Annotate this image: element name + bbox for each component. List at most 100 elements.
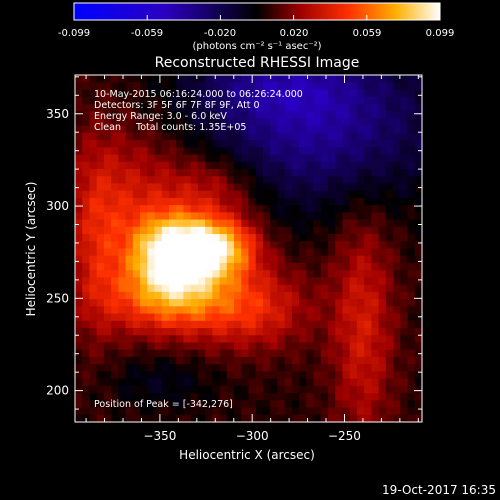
heatmap-cell: [364, 306, 372, 315]
heatmap-cell: [241, 234, 250, 242]
heatmap-cell: [291, 299, 300, 307]
heatmap-cell: [364, 335, 372, 344]
heatmap-cell: [291, 205, 300, 213]
heatmap-cell: [320, 161, 329, 170]
heatmap-cell: [82, 378, 91, 387]
heatmap-cell: [306, 183, 315, 192]
heatmap-cell: [385, 219, 394, 228]
heatmap-cell: [147, 371, 156, 380]
heatmap-cell: [154, 356, 163, 365]
heatmap-cell: [82, 270, 91, 279]
heatmap-cell: [219, 342, 228, 351]
heatmap-cell: [212, 393, 221, 401]
heatmap-cell: [400, 118, 409, 127]
heatmap-cell: [335, 371, 344, 380]
heatmap-cell: [320, 393, 329, 401]
heatmap-cell: [75, 205, 83, 213]
heatmap-cell: [356, 291, 365, 300]
heatmap-cell: [154, 118, 163, 127]
heatmap-cell: [241, 407, 250, 416]
heatmap-cell: [89, 313, 98, 322]
heatmap-cell: [197, 313, 206, 322]
heatmap-cell: [335, 82, 344, 91]
heatmap-cell: [140, 241, 148, 250]
heatmap-cell: [234, 284, 242, 293]
heatmap-cell: [111, 125, 119, 134]
heatmap-cell: [306, 299, 315, 307]
heatmap-cell: [161, 255, 170, 264]
colorbar-tick-label: -0.099: [58, 28, 90, 39]
heatmap-cell: [219, 306, 228, 315]
heatmap-cell: [277, 168, 286, 177]
heatmap-cell: [190, 313, 199, 322]
heatmap-cell: [161, 306, 170, 315]
heatmap-cell: [161, 378, 170, 387]
heatmap-cell: [219, 111, 228, 119]
heatmap-cell: [255, 342, 264, 351]
heatmap-cell: [306, 291, 315, 300]
heatmap-cell: [125, 125, 134, 134]
heatmap-cell: [400, 125, 409, 134]
heatmap-cell: [262, 190, 271, 199]
heatmap-cell: [313, 400, 322, 409]
heatmap-cell: [234, 400, 242, 409]
heatmap-cell: [205, 82, 213, 91]
heatmap-cell: [306, 270, 315, 279]
heatmap-cell: [241, 183, 250, 192]
heatmap-cell: [118, 349, 127, 358]
heatmap-cell: [96, 335, 105, 344]
heatmap-cell: [111, 234, 119, 242]
heatmap-cell: [111, 371, 119, 380]
heatmap-cell: [226, 335, 235, 344]
heatmap-cell: [248, 378, 257, 387]
heatmap-cell: [140, 277, 148, 286]
heatmap-cell: [154, 378, 163, 387]
heatmap-cell: [241, 385, 250, 394]
heatmap-cell: [371, 140, 380, 148]
heatmap-cell: [306, 277, 315, 286]
heatmap-cell: [255, 270, 264, 279]
heatmap-cell: [342, 385, 351, 394]
heatmap-cell: [219, 364, 228, 372]
heatmap-cell: [356, 132, 365, 141]
heatmap-cell: [197, 262, 206, 271]
heatmap-cell: [96, 378, 105, 387]
heatmap-cell: [342, 393, 351, 401]
heatmap-cell: [75, 190, 83, 199]
heatmap-cell: [393, 255, 401, 264]
heatmap-cell: [154, 197, 163, 206]
heatmap-cell: [183, 349, 192, 358]
heatmap-cell: [197, 328, 206, 336]
heatmap-cell: [313, 277, 322, 286]
heatmap-cell: [385, 407, 394, 416]
heatmap-cell: [371, 103, 380, 112]
heatmap-cell: [364, 364, 372, 372]
colorbar-tick-label: -0.020: [204, 28, 236, 39]
heatmap-cell: [147, 306, 156, 315]
heatmap-cell: [234, 378, 242, 387]
heatmap-cell: [400, 407, 409, 416]
heatmap-cell: [168, 320, 177, 329]
heatmap-cell: [241, 176, 250, 185]
heatmap-cell: [284, 147, 293, 156]
heatmap-cell: [248, 385, 257, 394]
heatmap-cell: [371, 89, 380, 98]
heatmap-cell: [132, 364, 141, 372]
heatmap-cell: [299, 234, 307, 242]
heatmap-cell: [219, 284, 228, 293]
heatmap-cell: [161, 320, 170, 329]
heatmap-cell: [291, 82, 300, 91]
heatmap-cell: [400, 291, 409, 300]
heatmap-cell: [103, 270, 112, 279]
heatmap-cell: [407, 270, 416, 279]
heatmap-cell: [140, 328, 148, 336]
heatmap-cell: [262, 248, 271, 257]
heatmap-cell: [147, 284, 156, 293]
heatmap-cell: [241, 197, 250, 206]
heatmap-cell: [161, 371, 170, 380]
heatmap-cell: [255, 183, 264, 192]
heatmap-cell: [75, 89, 83, 98]
heatmap-cell: [284, 284, 293, 293]
heatmap-cell: [96, 385, 105, 394]
heatmap-cell: [335, 183, 344, 192]
